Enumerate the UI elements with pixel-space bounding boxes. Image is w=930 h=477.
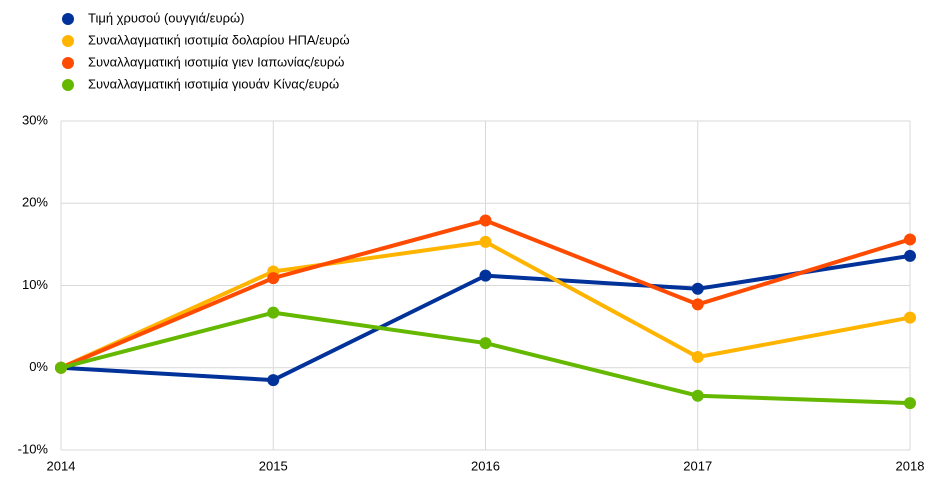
data-point xyxy=(479,214,492,227)
data-point xyxy=(904,311,916,324)
data-point xyxy=(904,397,916,410)
y-tick-label: 20% xyxy=(22,195,48,210)
legend-marker xyxy=(62,13,74,25)
data-point xyxy=(691,351,704,364)
data-point xyxy=(904,249,916,262)
data-point xyxy=(267,374,280,387)
x-tick-label: 2015 xyxy=(259,458,288,473)
data-point xyxy=(267,306,280,319)
data-point xyxy=(479,337,492,350)
x-tick-label: 2014 xyxy=(47,458,76,473)
data-point xyxy=(691,389,704,402)
x-tick-label: 2018 xyxy=(896,458,925,473)
data-point xyxy=(267,272,280,285)
legend-label: Τιμή χρυσού (ουγγιά/ευρώ) xyxy=(88,10,244,25)
y-tick-label: 10% xyxy=(22,277,48,292)
legend-label: Συναλλαγματική ισοτιμία γιεν Ιαπωνίας/ευ… xyxy=(88,54,344,69)
data-point xyxy=(479,235,492,248)
y-tick-label: 30% xyxy=(22,112,48,127)
legend-label: Συναλλαγματική ισοτιμία δολαρίου ΗΠΑ/ευρ… xyxy=(88,32,350,47)
legend-marker xyxy=(62,79,74,91)
legend-marker xyxy=(62,35,74,47)
y-tick-label: -10% xyxy=(18,441,49,456)
y-tick-label: 0% xyxy=(29,359,48,374)
x-tick-label: 2016 xyxy=(471,458,500,473)
data-point xyxy=(691,298,704,311)
data-point xyxy=(55,361,67,374)
data-point xyxy=(691,282,704,295)
data-point xyxy=(479,269,492,282)
legend-marker xyxy=(62,57,74,69)
legend-label: Συναλλαγματική ισοτιμία γιουάν Κίνας/ευρ… xyxy=(88,76,339,91)
data-point xyxy=(904,233,916,246)
x-tick-label: 2017 xyxy=(683,458,712,473)
